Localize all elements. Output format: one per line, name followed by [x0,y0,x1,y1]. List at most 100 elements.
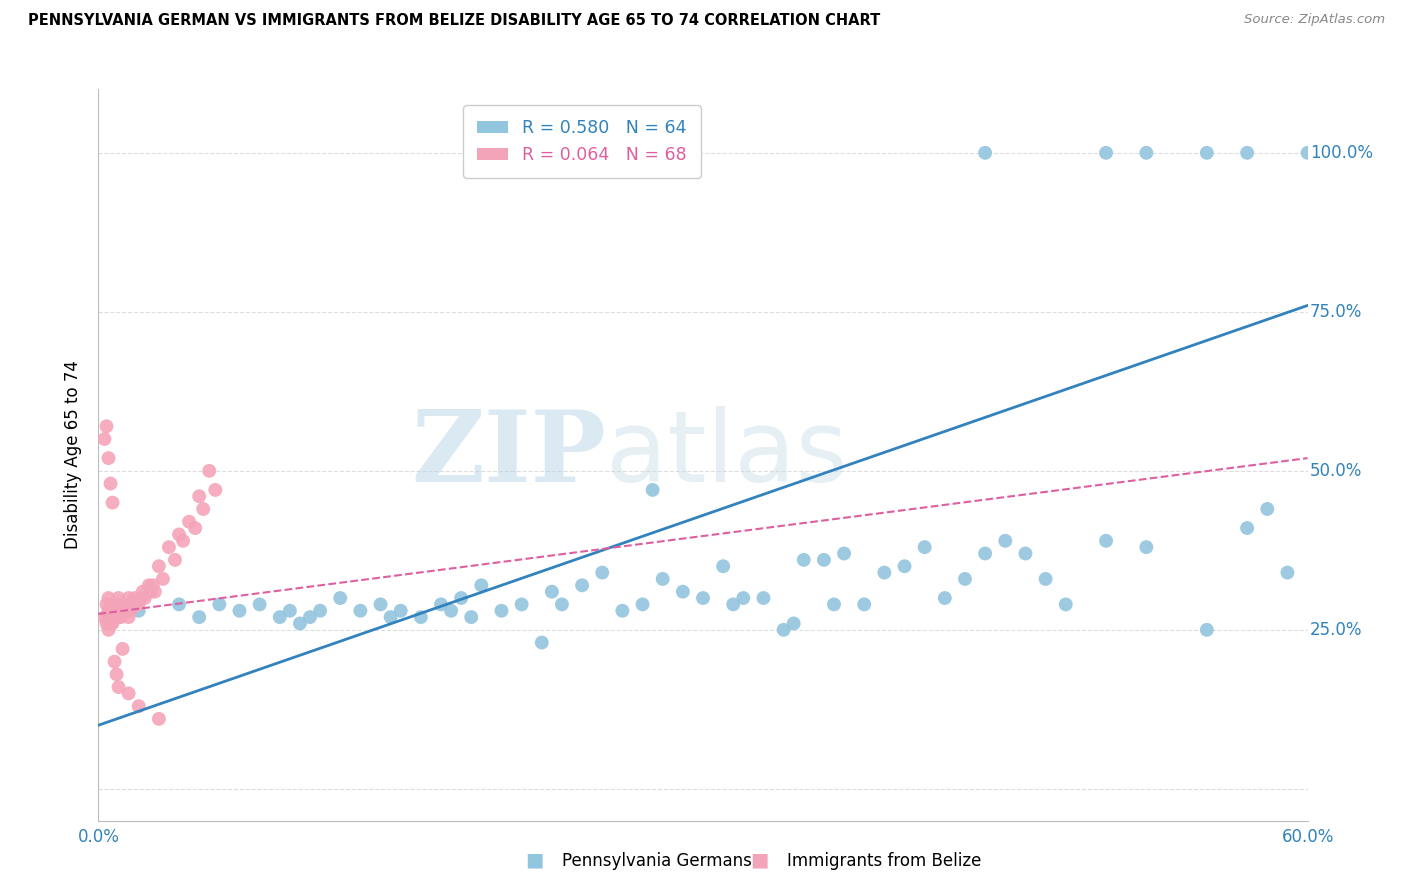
Point [128,598,150,612]
Point [97,623,120,637]
Point [813,553,835,567]
Point [752,591,775,605]
Point [188,489,211,503]
Point [510,598,533,612]
Point [125,598,148,612]
Point [278,604,301,618]
Point [1236,521,1258,535]
Point [1236,145,1258,160]
Point [134,591,156,605]
Point [93,432,115,446]
Point [100,476,122,491]
Point [101,610,124,624]
Point [370,598,392,612]
Point [138,578,160,592]
Point [193,502,215,516]
Point [249,598,271,612]
Point [128,604,150,618]
Point [1316,145,1339,160]
Point [167,598,190,612]
Point [107,680,129,694]
Point [129,591,152,605]
Text: ZIP: ZIP [412,407,606,503]
Point [299,610,322,624]
Point [953,572,976,586]
Point [93,610,115,624]
Point [105,598,128,612]
Point [120,604,142,618]
Point [121,598,143,612]
Point [672,584,695,599]
Point [118,686,141,700]
Point [110,604,132,618]
Point [114,598,136,612]
Point [96,598,118,612]
Point [269,610,291,624]
Point [97,610,120,624]
Point [1095,533,1118,548]
Point [974,145,997,160]
Point [97,591,120,605]
Point [143,584,166,599]
Text: Source: ZipAtlas.com: Source: ZipAtlas.com [1244,13,1385,27]
Point [132,584,155,599]
Point [631,598,654,612]
Point [107,598,129,612]
Point [491,604,513,618]
Point [111,604,134,618]
Point [380,610,402,624]
Point [103,655,125,669]
Point [288,616,311,631]
Text: 100.0%: 100.0% [1310,144,1374,161]
Point [118,591,141,605]
Point [105,667,128,681]
Point [409,610,432,624]
Point [1256,502,1278,516]
Point [97,451,120,466]
Point [107,604,129,618]
Point [994,533,1017,548]
Point [1135,540,1157,554]
Text: PENNSYLVANIA GERMAN VS IMMIGRANTS FROM BELIZE DISABILITY AGE 65 TO 74 CORRELATIO: PENNSYLVANIA GERMAN VS IMMIGRANTS FROM B… [28,13,880,29]
Point [163,553,186,567]
Point [1054,598,1077,612]
Text: atlas: atlas [606,407,848,503]
Point [1195,623,1218,637]
Point [440,604,463,618]
Point [349,604,371,618]
Point [530,635,553,649]
Point [124,591,146,605]
Point [167,527,190,541]
Text: Immigrants from Belize: Immigrants from Belize [787,852,981,870]
Text: 25.0%: 25.0% [1310,621,1362,639]
Point [120,598,142,612]
Point [1296,145,1319,160]
Point [551,598,574,612]
Point [641,483,664,497]
Point [540,584,562,599]
Point [110,610,132,624]
Point [733,591,755,605]
Point [893,559,915,574]
Point [1014,547,1036,561]
Point [188,610,211,624]
Point [101,604,124,618]
Point [853,598,876,612]
Point [591,566,613,580]
Point [914,540,936,554]
Point [772,623,794,637]
Point [832,547,855,561]
Point [103,598,125,612]
Point [111,641,134,656]
Point [198,464,221,478]
Point [612,604,634,618]
Legend: R = 0.580   N = 64, R = 0.064   N = 68: R = 0.580 N = 64, R = 0.064 N = 68 [464,105,700,178]
Point [100,610,122,624]
Point [148,712,170,726]
Point [101,495,124,509]
Point [172,533,194,548]
Point [184,521,207,535]
Point [115,604,138,618]
Point [101,616,124,631]
Point [723,598,745,612]
